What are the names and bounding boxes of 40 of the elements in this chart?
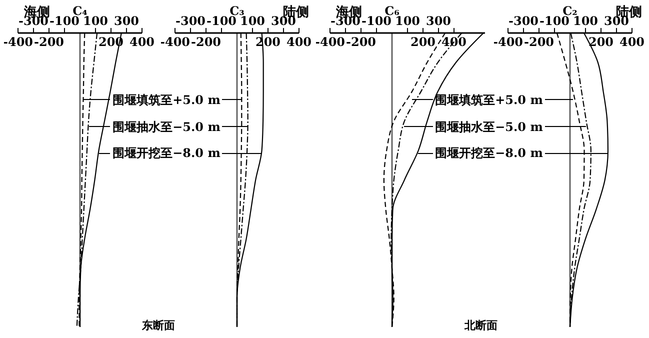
legend-label: 围堰填筑至+5.0 m — [434, 92, 544, 108]
x-tick-label: -400 — [2, 35, 34, 49]
callout-label: 围堰抽水至−5.0 m — [88, 118, 248, 135]
annotation: 东断面 — [141, 318, 176, 333]
x2-tick-label: -100 — [539, 14, 570, 28]
x2-tick-label: 100 — [572, 14, 598, 28]
x-tick-label: -400 — [314, 35, 346, 49]
x2-tick-label: -300 — [508, 14, 539, 28]
x-tick-label: -400 — [160, 35, 190, 49]
x-tick-label: -400 — [492, 35, 524, 49]
callout-label: 围堰开挖至−8.0 m — [418, 145, 608, 162]
x-tick-label: 400 — [286, 35, 312, 49]
x-tick-label: 400 — [129, 35, 155, 49]
x2-tick-label: -100 — [49, 14, 80, 28]
x2-tick-label: 300 — [114, 14, 140, 28]
x2-tick-label: -100 — [206, 14, 237, 28]
x2-tick-label: -100 — [361, 14, 392, 28]
legend-label: 围堰开挖至−8.0 m — [112, 145, 222, 162]
callout-label: 围堰开挖至−8.0 m — [98, 145, 262, 162]
x-tick-label: -200 — [524, 35, 554, 49]
x-tick-label: -200 — [346, 35, 376, 49]
x-tick-label: 200 — [588, 35, 614, 49]
x2-tick-label: 100 — [82, 14, 108, 28]
legend-label: 围堰开挖至−8.0 m — [434, 145, 544, 162]
callout-label: 围堰填筑至+5.0 m — [83, 92, 242, 108]
x2-tick-label: -300 — [175, 14, 206, 28]
x2-tick-label: 100 — [240, 14, 266, 28]
x2-tick-label: 100 — [394, 14, 420, 28]
x-tick-label: 200 — [410, 35, 436, 49]
callout-label: 围堰填筑至+5.0 m — [412, 92, 574, 108]
legend-label: 围堰填筑至+5.0 m — [112, 92, 222, 108]
x2-tick-label: 300 — [426, 14, 452, 28]
legend-label: 围堰抽水至−5.0 m — [434, 118, 544, 135]
annotation: 北断面 — [463, 318, 498, 333]
callout-label: 围堰抽水至−5.0 m — [404, 118, 586, 135]
legend-label: 围堰抽水至−5.0 m — [112, 118, 222, 135]
x-tick-label: -200 — [34, 35, 64, 49]
x-tick-label: 400 — [441, 35, 467, 49]
x-tick-label: 400 — [619, 35, 645, 49]
x-tick-label: -200 — [190, 35, 222, 49]
